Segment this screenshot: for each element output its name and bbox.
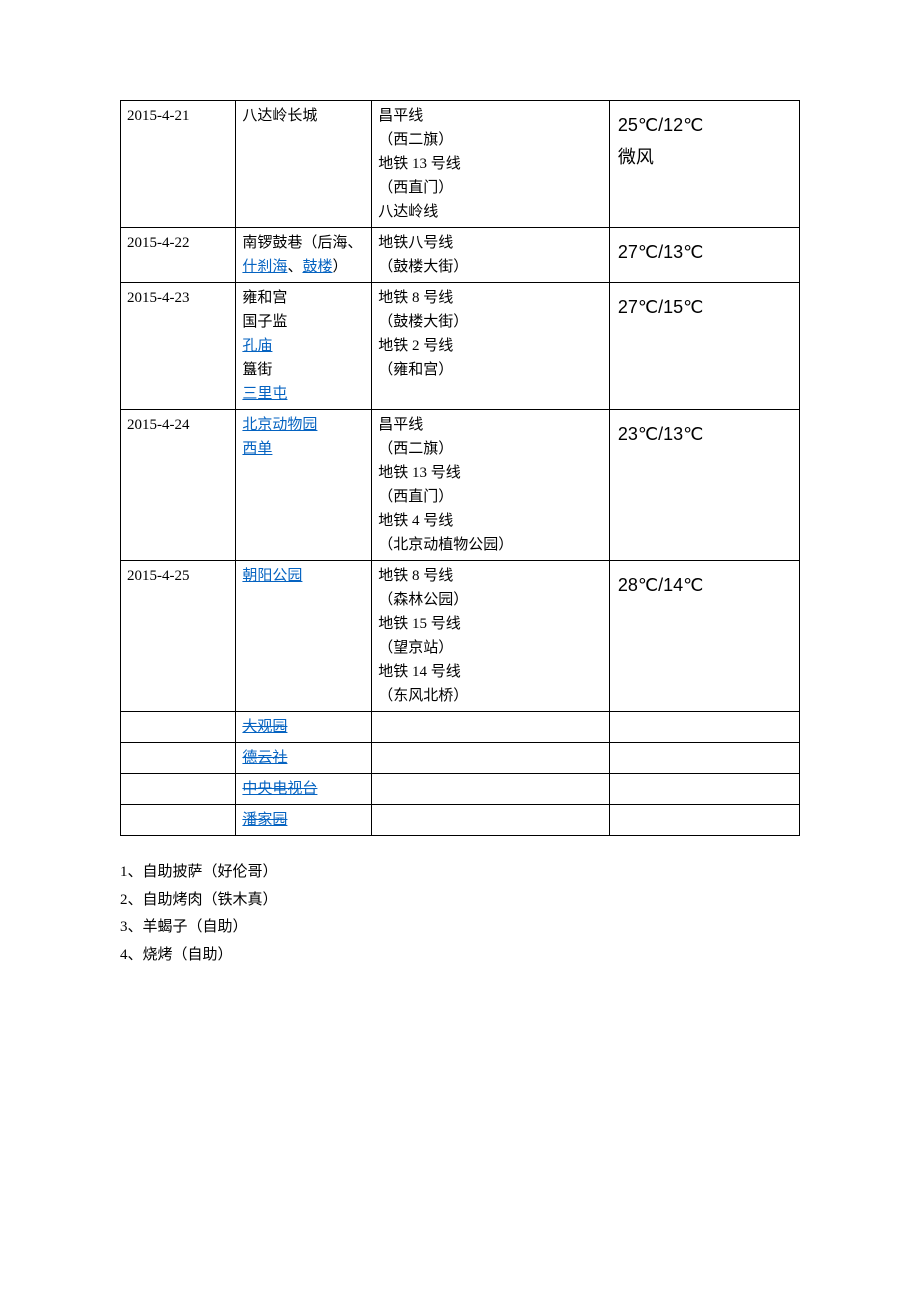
route-cell	[372, 712, 610, 743]
route-line: 八达岭线	[378, 200, 603, 224]
date-cell: 2015-4-21	[121, 101, 236, 228]
note-item: 2、自助烤肉（铁木真）	[120, 888, 800, 914]
table-row: 2015-4-24 北京动物园 西单 昌平线 （西二旗） 地铁 13 号线 （西…	[121, 410, 800, 561]
cancelled-link-cctv[interactable]: 中央电视台	[242, 781, 317, 797]
route-cell	[372, 743, 610, 774]
date-cell: 2015-4-25	[121, 561, 236, 712]
date-cell: 2015-4-23	[121, 283, 236, 410]
route-line: 地铁 8 号线	[378, 564, 603, 588]
dest-cell: 雍和宫 国子监 孔庙 簋街 三里屯	[236, 283, 372, 410]
route-line: 昌平线	[378, 413, 603, 437]
route-line: （西二旗）	[378, 437, 603, 461]
weather-cell: 28℃/14℃	[609, 561, 799, 712]
date-cell	[121, 774, 236, 805]
temp-text: 28℃/14℃	[618, 569, 791, 601]
dest-item: 八达岭长城	[242, 104, 365, 128]
route-line: （西直门）	[378, 485, 603, 509]
dest-link-zoo[interactable]: 北京动物园	[242, 413, 365, 437]
dest-cell: 北京动物园 西单	[236, 410, 372, 561]
weather-cell: 25℃/12℃ 微风	[609, 101, 799, 228]
temp-text: 25℃/12℃	[618, 109, 791, 141]
dest-cell: 潘家园	[236, 805, 372, 836]
table-row: 2015-4-21 八达岭长城 昌平线 （西二旗） 地铁 13 号线 （西直门）…	[121, 101, 800, 228]
route-line: （东风北桥）	[378, 684, 603, 708]
note-item: 4、烧烤（自助）	[120, 943, 800, 969]
date-cell: 2015-4-22	[121, 228, 236, 283]
route-line: （西直门）	[378, 176, 603, 200]
note-item: 1、自助披萨（好伦哥）	[120, 860, 800, 886]
table-row: 2015-4-25 朝阳公园 地铁 8 号线 （森林公园） 地铁 15 号线 （…	[121, 561, 800, 712]
route-line: （鼓楼大街）	[378, 310, 603, 334]
dest-item: 簋街	[242, 358, 365, 382]
dest-link-gulou[interactable]: 鼓楼	[302, 259, 332, 275]
route-line: 昌平线	[378, 104, 603, 128]
route-cell: 地铁八号线 （鼓楼大街）	[372, 228, 610, 283]
dest-cell: 八达岭长城	[236, 101, 372, 228]
route-line: （北京动植物公园）	[378, 533, 603, 557]
weather-cell: 27℃/13℃	[609, 228, 799, 283]
route-cell: 昌平线 （西二旗） 地铁 13 号线 （西直门） 八达岭线	[372, 101, 610, 228]
table-row: 中央电视台	[121, 774, 800, 805]
route-line: 地铁 15 号线	[378, 612, 603, 636]
dest-link-kongmiao[interactable]: 孔庙	[242, 334, 365, 358]
dest-text: 、	[287, 259, 302, 275]
route-line: （望京站）	[378, 636, 603, 660]
table-row: 潘家园	[121, 805, 800, 836]
route-line: 地铁八号线	[378, 231, 603, 255]
dest-cell: 大观园	[236, 712, 372, 743]
weather-cell	[609, 743, 799, 774]
route-line: 地铁 13 号线	[378, 461, 603, 485]
route-cell	[372, 774, 610, 805]
route-line: 地铁 14 号线	[378, 660, 603, 684]
date-cell	[121, 805, 236, 836]
table-row: 2015-4-23 雍和宫 国子监 孔庙 簋街 三里屯 地铁 8 号线 （鼓楼大…	[121, 283, 800, 410]
dest-link-xidan[interactable]: 西单	[242, 437, 365, 461]
itinerary-table: 2015-4-21 八达岭长城 昌平线 （西二旗） 地铁 13 号线 （西直门）…	[120, 100, 800, 836]
route-cell	[372, 805, 610, 836]
dest-cell: 中央电视台	[236, 774, 372, 805]
dest-item: 雍和宫	[242, 286, 365, 310]
dest-cell: 德云社	[236, 743, 372, 774]
table-row: 德云社	[121, 743, 800, 774]
route-line: （鼓楼大街）	[378, 255, 603, 279]
cancelled-link-daguanyuan[interactable]: 大观园	[242, 719, 287, 735]
route-line: （雍和宫）	[378, 358, 603, 382]
weather-cell	[609, 712, 799, 743]
weather-cell: 27℃/15℃	[609, 283, 799, 410]
date-cell	[121, 712, 236, 743]
route-cell: 地铁 8 号线 （森林公园） 地铁 15 号线 （望京站） 地铁 14 号线 （…	[372, 561, 610, 712]
route-cell: 地铁 8 号线 （鼓楼大街） 地铁 2 号线 （雍和宫）	[372, 283, 610, 410]
dest-text: 南锣鼓巷（后海、	[242, 235, 362, 251]
temp-text: 27℃/15℃	[618, 291, 791, 323]
temp-text: 27℃/13℃	[618, 236, 791, 268]
route-line: 地铁 8 号线	[378, 286, 603, 310]
cancelled-link-panjiayuan[interactable]: 潘家园	[242, 812, 287, 828]
dest-link-chaoyang[interactable]: 朝阳公园	[242, 564, 365, 588]
weather-cell	[609, 774, 799, 805]
cancelled-link-deyunshe[interactable]: 德云社	[242, 750, 287, 766]
dest-link-shichahai[interactable]: 什刹海	[242, 259, 287, 275]
dest-cell: 朝阳公园	[236, 561, 372, 712]
route-line: 地铁 13 号线	[378, 152, 603, 176]
notes-section: 1、自助披萨（好伦哥） 2、自助烤肉（铁木真） 3、羊蝎子（自助） 4、烧烤（自…	[120, 860, 800, 968]
route-cell: 昌平线 （西二旗） 地铁 13 号线 （西直门） 地铁 4 号线 （北京动植物公…	[372, 410, 610, 561]
route-line: （西二旗）	[378, 128, 603, 152]
table-row: 大观园	[121, 712, 800, 743]
date-cell	[121, 743, 236, 774]
route-line: （森林公园）	[378, 588, 603, 612]
dest-item: 国子监	[242, 310, 365, 334]
weather-cell	[609, 805, 799, 836]
dest-link-sanlitun[interactable]: 三里屯	[242, 382, 365, 406]
route-line: 地铁 2 号线	[378, 334, 603, 358]
wind-text: 微风	[618, 141, 791, 173]
dest-text: ）	[332, 259, 347, 275]
weather-cell: 23℃/13℃	[609, 410, 799, 561]
note-item: 3、羊蝎子（自助）	[120, 915, 800, 941]
date-cell: 2015-4-24	[121, 410, 236, 561]
dest-cell: 南锣鼓巷（后海、什刹海、鼓楼）	[236, 228, 372, 283]
table-row: 2015-4-22 南锣鼓巷（后海、什刹海、鼓楼） 地铁八号线 （鼓楼大街） 2…	[121, 228, 800, 283]
route-line: 地铁 4 号线	[378, 509, 603, 533]
temp-text: 23℃/13℃	[618, 418, 791, 450]
